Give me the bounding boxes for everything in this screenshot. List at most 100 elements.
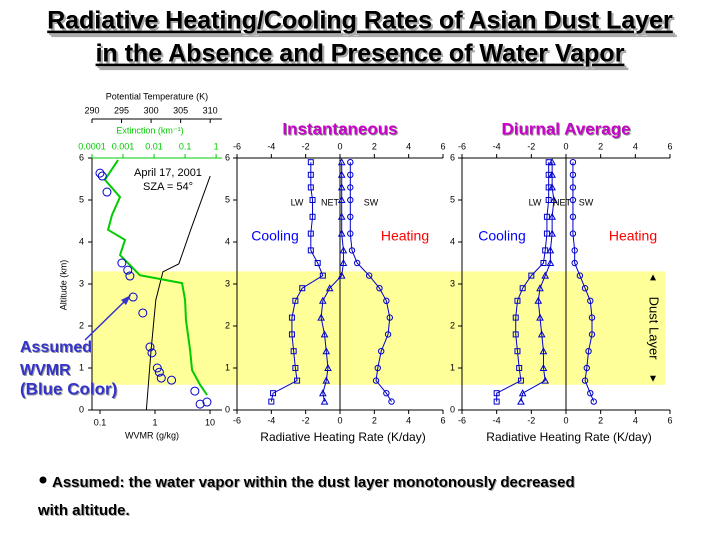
y-tick-label: 5 bbox=[450, 194, 455, 204]
marker bbox=[353, 259, 361, 267]
marker bbox=[541, 271, 550, 279]
marker bbox=[347, 184, 354, 191]
x-tick-label: 0 bbox=[337, 141, 342, 151]
marker bbox=[307, 230, 314, 237]
x-tick-label: 295 bbox=[114, 105, 129, 115]
x-tick-label: -6 bbox=[458, 141, 466, 151]
marker bbox=[123, 265, 133, 275]
marker bbox=[337, 183, 346, 191]
y-tick-label: 2 bbox=[79, 320, 84, 330]
marker bbox=[307, 184, 314, 191]
marker bbox=[145, 342, 155, 352]
marker bbox=[325, 284, 334, 292]
marker bbox=[537, 330, 546, 338]
marker bbox=[307, 159, 314, 166]
marker bbox=[534, 296, 543, 304]
marker bbox=[307, 171, 314, 178]
marker bbox=[514, 348, 521, 355]
marker bbox=[588, 314, 596, 321]
marker bbox=[543, 230, 550, 237]
marker bbox=[571, 259, 578, 267]
marker bbox=[569, 159, 577, 166]
marker bbox=[512, 331, 519, 338]
marker bbox=[320, 330, 329, 338]
x-tick-label: 300 bbox=[144, 105, 159, 115]
marker bbox=[309, 213, 316, 220]
marker bbox=[270, 390, 277, 397]
x-tick-label: -2 bbox=[527, 141, 535, 151]
x-tick-label: 2 bbox=[598, 141, 603, 151]
marker bbox=[318, 296, 327, 304]
marker bbox=[156, 373, 166, 383]
marker bbox=[546, 246, 555, 254]
marker bbox=[539, 347, 548, 355]
y-tick-label: 4 bbox=[79, 236, 84, 246]
marker bbox=[117, 258, 127, 268]
x-axis-label: Radiative Heating Rate (K/day) bbox=[486, 430, 651, 444]
x-tick-label: 305 bbox=[173, 105, 188, 115]
marker bbox=[292, 365, 299, 371]
x-tick-label: -6 bbox=[458, 415, 466, 425]
marker bbox=[588, 331, 596, 338]
x-tick-label: 4 bbox=[406, 141, 411, 151]
marker bbox=[147, 348, 157, 358]
marker bbox=[347, 230, 354, 237]
marker bbox=[516, 365, 523, 371]
y-tick-label: 1 bbox=[225, 362, 230, 372]
marker bbox=[314, 260, 321, 266]
marker bbox=[95, 168, 105, 178]
x-tick-label: -6 bbox=[233, 141, 241, 151]
x-tick-label: 0 bbox=[563, 141, 568, 151]
x-tick-label: 6 bbox=[440, 141, 445, 151]
marker bbox=[290, 348, 297, 355]
annotation: Heating bbox=[609, 228, 657, 244]
x-tick-label: 2 bbox=[598, 415, 603, 425]
marker bbox=[542, 247, 549, 254]
y-tick-label: 4 bbox=[450, 236, 455, 246]
marker bbox=[337, 271, 346, 279]
marker bbox=[324, 363, 332, 371]
marker bbox=[576, 272, 584, 279]
marker bbox=[337, 229, 346, 237]
marker bbox=[569, 184, 577, 191]
marker bbox=[590, 398, 597, 405]
x-tick-label: -4 bbox=[493, 415, 501, 425]
band-layer bbox=[92, 271, 665, 385]
marker bbox=[493, 398, 500, 405]
marker bbox=[569, 213, 577, 221]
marker bbox=[585, 348, 592, 355]
callout: WVMR bbox=[20, 362, 71, 379]
marker bbox=[386, 314, 393, 321]
y-tick-label: 1 bbox=[450, 362, 455, 372]
x-tick-label: 6 bbox=[667, 415, 672, 425]
marker bbox=[550, 195, 558, 203]
x-tick-label: 2 bbox=[372, 415, 377, 425]
marker bbox=[372, 377, 380, 384]
marker bbox=[309, 197, 316, 203]
annotation: Cooling bbox=[251, 228, 298, 244]
x-tick-label: 4 bbox=[406, 415, 411, 425]
marker bbox=[376, 285, 383, 292]
marker bbox=[374, 364, 381, 372]
x-tick-label: -4 bbox=[267, 415, 275, 425]
dust-layer-band bbox=[92, 271, 665, 385]
marker bbox=[384, 331, 392, 338]
marker bbox=[545, 197, 552, 203]
x-tick-label: 0.001 bbox=[112, 141, 135, 151]
y-tick-label: 2 bbox=[450, 320, 455, 330]
marker bbox=[268, 398, 275, 405]
x-tick-label: 4 bbox=[633, 141, 638, 151]
x-axis-label: Radiative Heating Rate (K/day) bbox=[260, 430, 425, 444]
marker bbox=[97, 171, 107, 181]
marker bbox=[571, 247, 578, 254]
y-tick-label: 2 bbox=[225, 320, 230, 330]
marker bbox=[541, 376, 550, 384]
marker bbox=[347, 171, 354, 179]
y-tick-label: 6 bbox=[450, 152, 455, 162]
marker bbox=[307, 247, 314, 254]
x-tick-label: 6 bbox=[440, 415, 445, 425]
marker bbox=[337, 212, 346, 220]
x-tick-label: -2 bbox=[302, 415, 310, 425]
marker bbox=[569, 196, 577, 204]
marker bbox=[190, 386, 200, 396]
